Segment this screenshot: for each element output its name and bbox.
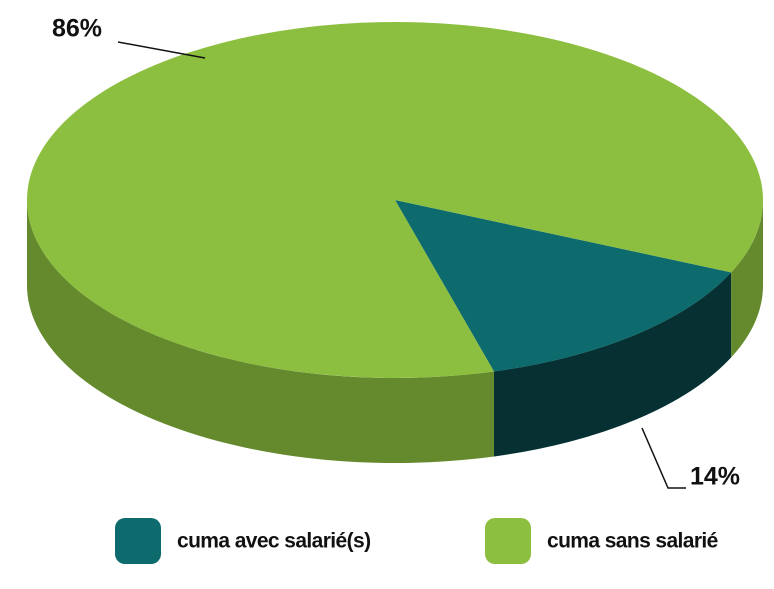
slice-side-shade xyxy=(731,200,763,358)
legend-label: cuma avec salarié(s) xyxy=(177,530,370,553)
leader-line xyxy=(117,41,206,59)
slice-side-shade xyxy=(27,200,494,463)
legend-swatch xyxy=(115,518,161,564)
slice-side xyxy=(731,200,763,358)
slice-side xyxy=(27,200,494,463)
data-label: 86% xyxy=(52,15,102,43)
slice xyxy=(27,22,764,379)
legend-swatch xyxy=(485,518,531,564)
legend: cuma avec salarié(s) cuma sans salarié xyxy=(115,518,718,564)
data-label: 14% xyxy=(690,463,740,491)
pie xyxy=(27,22,764,463)
slice-side-shade xyxy=(493,272,732,457)
leader-line xyxy=(641,427,686,489)
slice xyxy=(395,200,732,372)
legend-label: cuma sans salarié xyxy=(547,530,718,553)
